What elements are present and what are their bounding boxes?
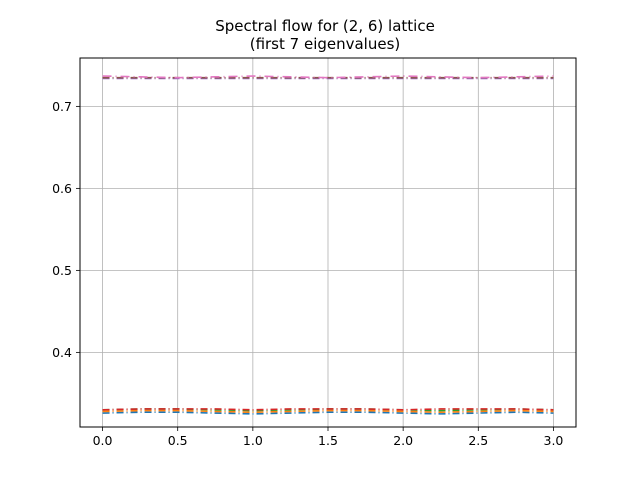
series-line-1 xyxy=(102,411,554,415)
y-tick-label: 0.4 xyxy=(52,345,72,360)
y-tick-label: 0.5 xyxy=(52,263,72,278)
chart-subtitle: (first 7 eigenvalues) xyxy=(250,35,401,53)
series-line-7 xyxy=(102,75,554,79)
y-tick-label: 0.6 xyxy=(52,181,72,196)
x-axis: 0.0 0.5 1.0 1.5 2.0 2.5 3.0 xyxy=(93,427,564,448)
x-tick-label: 3.0 xyxy=(544,433,564,448)
grid xyxy=(80,58,576,427)
chart-title: Spectral flow for (2, 6) lattice xyxy=(215,17,435,35)
series-line-2 xyxy=(102,409,554,414)
series-line-4 xyxy=(102,408,554,411)
y-axis: 0.4 0.5 0.6 0.7 xyxy=(52,99,80,360)
y-tick-label: 0.7 xyxy=(52,99,72,114)
series-group xyxy=(102,75,554,415)
x-tick-label: 2.5 xyxy=(468,433,488,448)
x-tick-label: 0.5 xyxy=(168,433,188,448)
x-tick-label: 2.0 xyxy=(393,433,413,448)
x-tick-label: 1.0 xyxy=(243,433,263,448)
x-tick-label: 0.0 xyxy=(93,433,113,448)
x-tick-label: 1.5 xyxy=(318,433,338,448)
